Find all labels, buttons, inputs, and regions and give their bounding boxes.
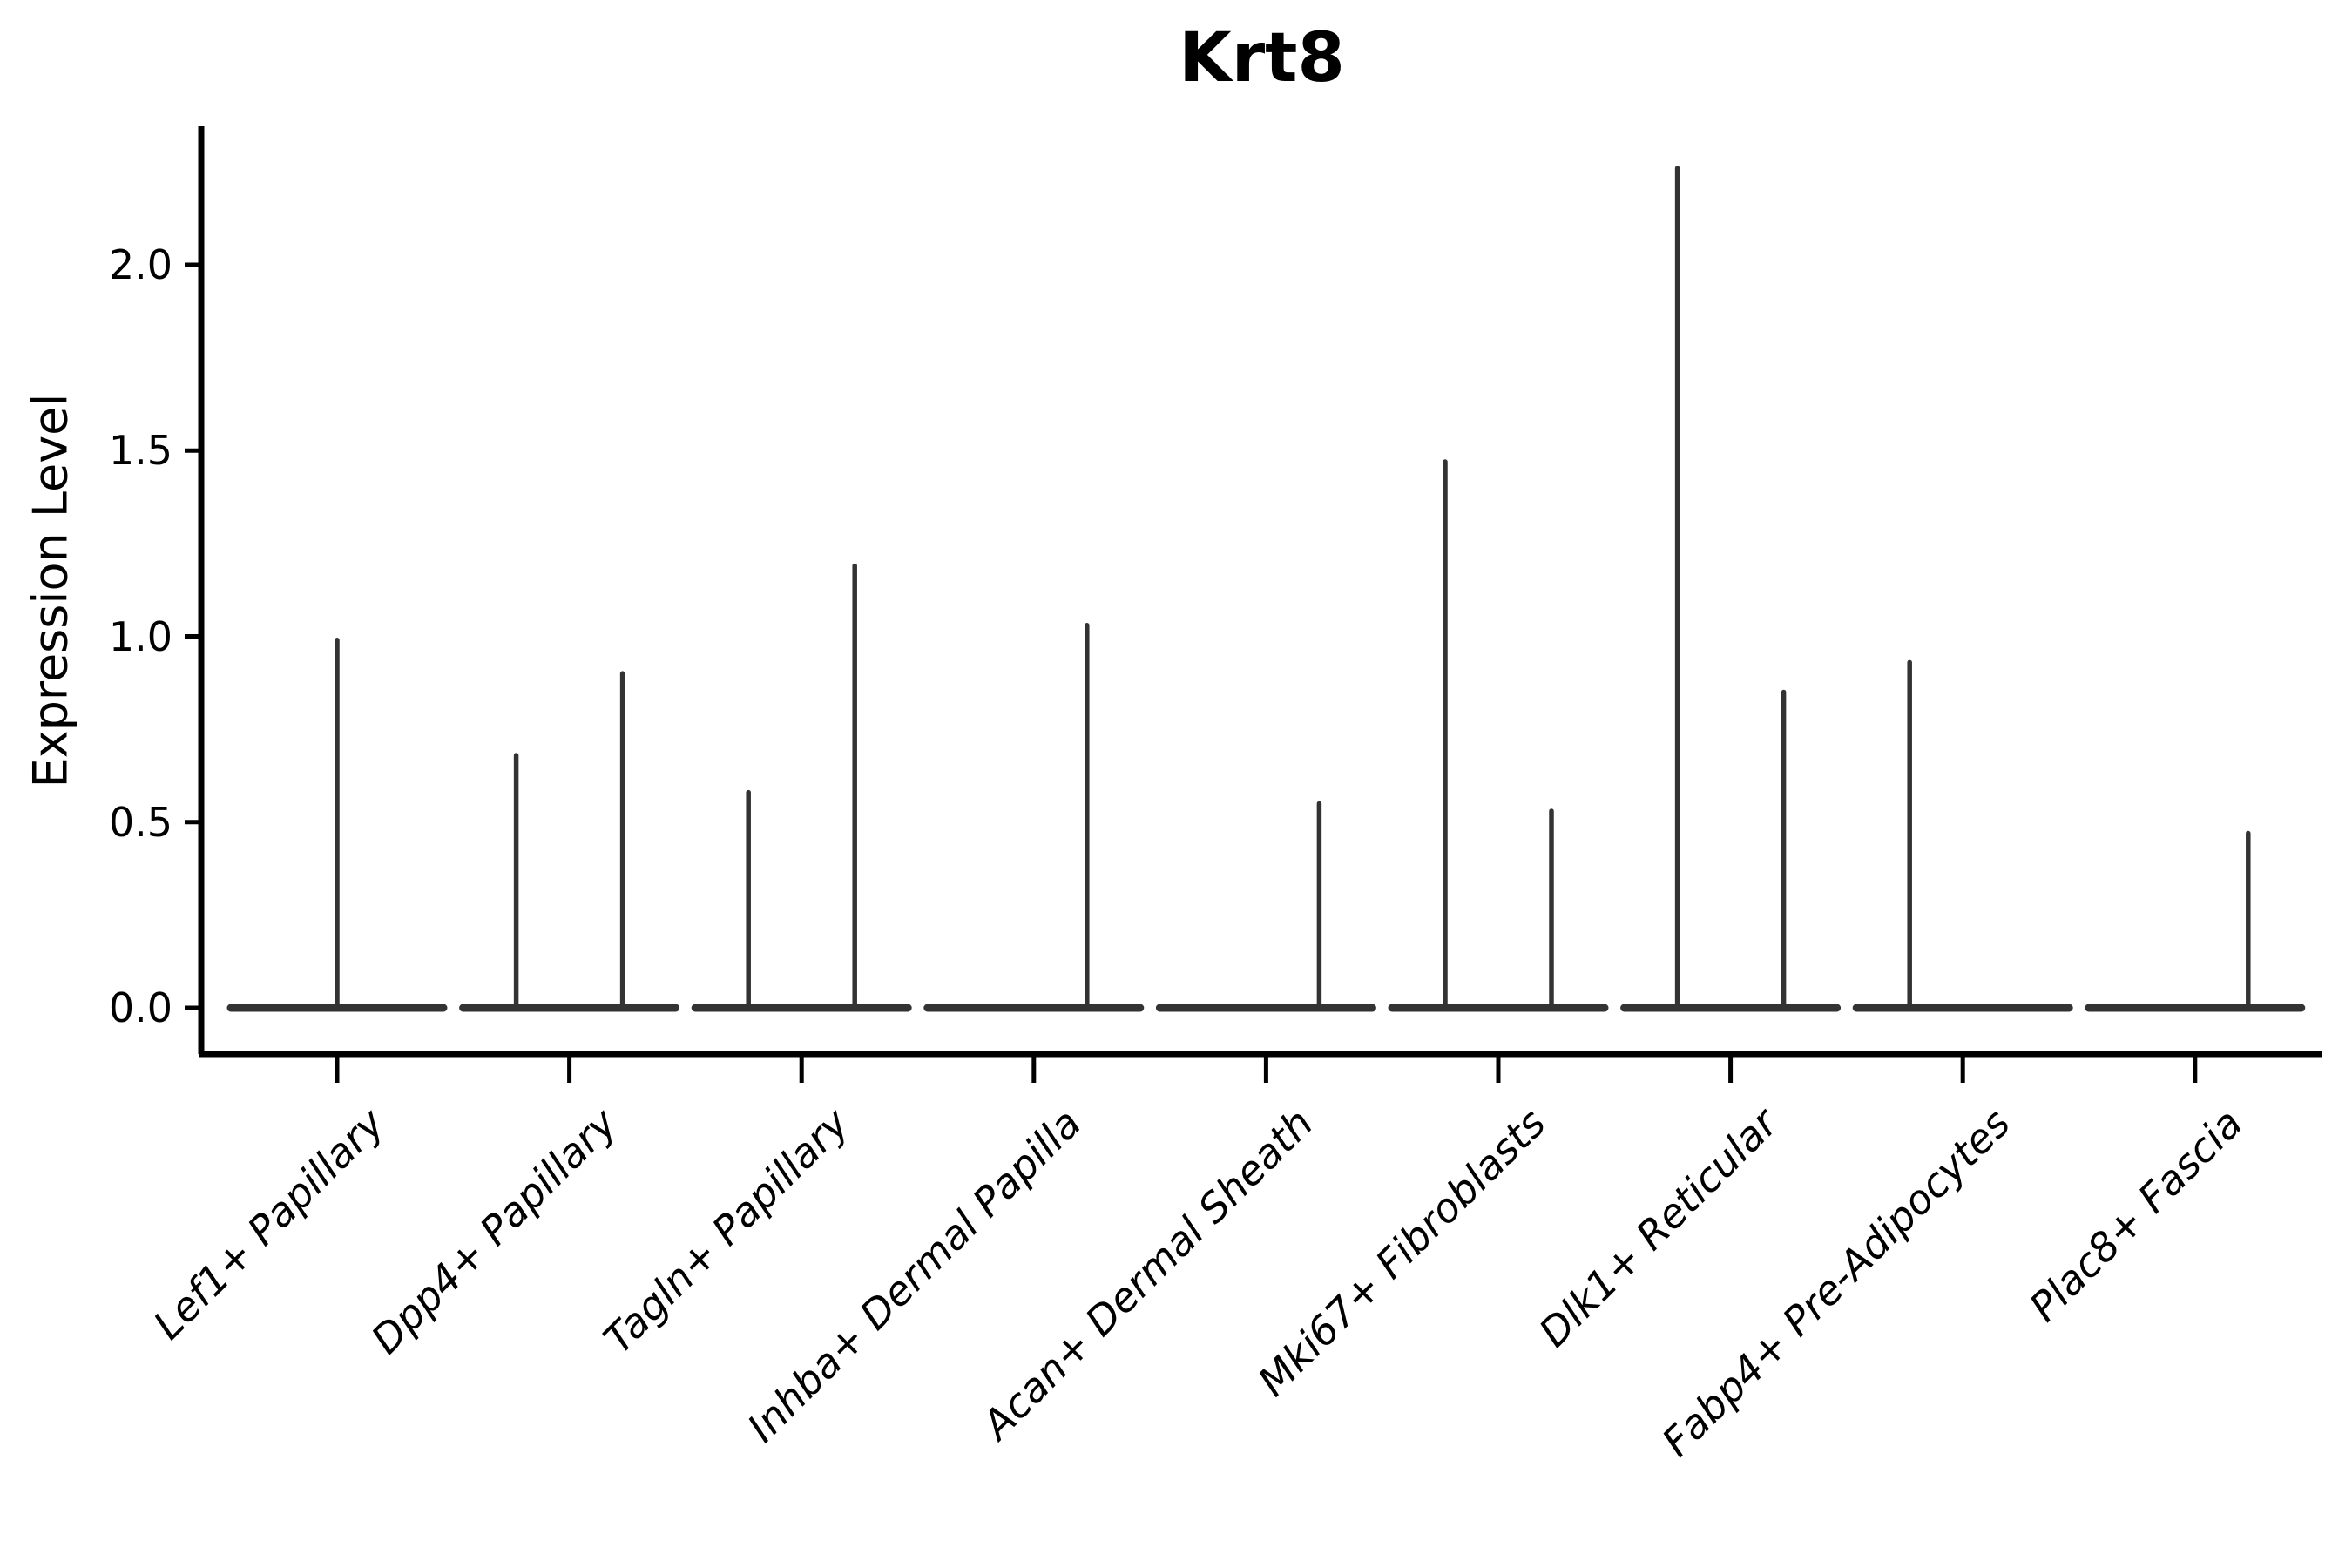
axes xyxy=(198,126,2322,1058)
y-tick-label: 2.0 xyxy=(108,241,172,288)
y-tick-label: 0.0 xyxy=(108,984,172,1031)
axis-ticks xyxy=(185,262,2198,1083)
y-tick-label: 1.5 xyxy=(108,427,172,475)
y-tick-label: 1.0 xyxy=(108,612,172,660)
y-tick-label: 0.5 xyxy=(108,798,172,846)
violins xyxy=(226,166,2306,1012)
chart-title: Krt8 xyxy=(1179,19,1345,98)
